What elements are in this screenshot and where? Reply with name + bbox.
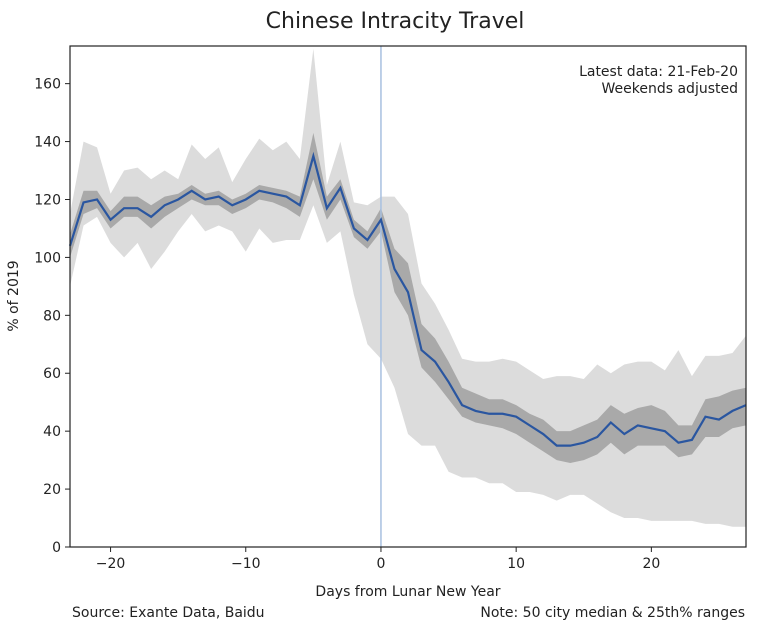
y-tick-label: 80: [43, 308, 61, 324]
y-tick-label: 60: [43, 366, 61, 382]
y-tick-label: 40: [43, 424, 61, 440]
y-tick-label: 0: [52, 540, 61, 556]
x-tick-label: −20: [96, 556, 126, 572]
y-axis-label: % of 2019: [6, 260, 22, 331]
x-tick-label: 10: [507, 556, 525, 572]
annotation-latest-data: Latest data: 21-Feb-20: [579, 64, 738, 80]
y-tick-label: 20: [43, 482, 61, 498]
y-tick-label: 140: [34, 135, 61, 151]
y-tick-label: 160: [34, 77, 61, 93]
y-tick-label: 120: [34, 192, 61, 208]
x-tick-label: 20: [642, 556, 660, 572]
chart-title: Chinese Intracity Travel: [266, 9, 525, 34]
x-tick-label: 0: [376, 556, 385, 572]
footer-source: Source: Exante Data, Baidu: [72, 605, 265, 621]
y-tick-label: 100: [34, 250, 61, 266]
x-tick-label: −10: [231, 556, 261, 572]
annotation-weekends: Weekends adjusted: [602, 81, 739, 97]
footer-note: Note: 50 city median & 25th% ranges: [480, 605, 745, 621]
x-axis-label: Days from Lunar New Year: [315, 584, 500, 600]
